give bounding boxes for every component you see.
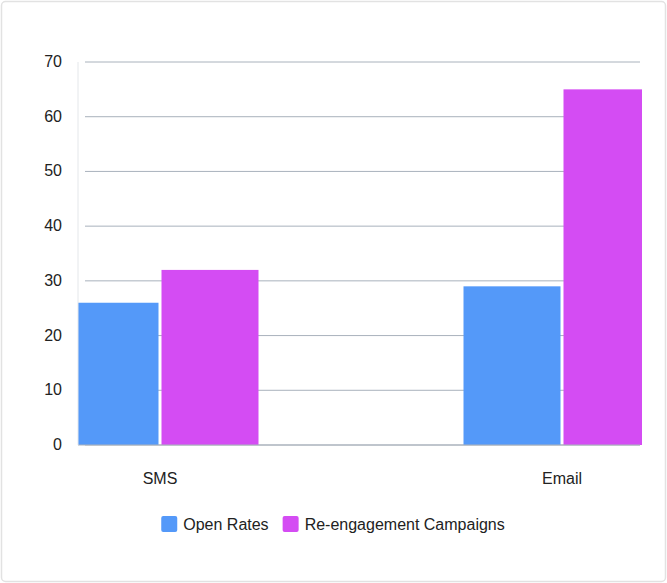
y-tick-label: 0 — [53, 436, 62, 453]
y-tick-label: 60 — [44, 108, 62, 125]
x-tick-label: SMS — [143, 470, 178, 487]
grid-line — [85, 116, 640, 117]
grid-line — [85, 171, 640, 172]
legend-label: Re-engagement Campaigns — [305, 516, 505, 533]
legend-swatch — [283, 516, 299, 532]
y-tick-label: 40 — [44, 217, 62, 234]
y-axis-line — [78, 62, 79, 445]
grid-line — [85, 62, 640, 63]
legend-label: Open Rates — [183, 516, 268, 533]
y-tick-label: 10 — [44, 381, 62, 398]
legend-swatch — [161, 516, 177, 532]
x-tick-label: Email — [542, 470, 582, 487]
bars — [78, 89, 642, 445]
y-tick-label: 30 — [44, 272, 62, 289]
y-tick-label: 20 — [44, 327, 62, 344]
bar — [162, 270, 259, 445]
bar — [564, 89, 643, 445]
y-tick-label: 70 — [44, 53, 62, 70]
bar — [78, 303, 159, 445]
bar — [464, 286, 561, 445]
frame — [2, 2, 666, 582]
x-axis-line — [78, 444, 640, 445]
legend: Open Rates Re-engagement Campaigns — [161, 516, 505, 533]
chart: 0 10 20 30 40 50 60 70 SMS Email Open Rates Re-enga… — [0, 0, 667, 583]
y-tick-label: 50 — [44, 162, 62, 179]
grid-line — [85, 226, 640, 227]
